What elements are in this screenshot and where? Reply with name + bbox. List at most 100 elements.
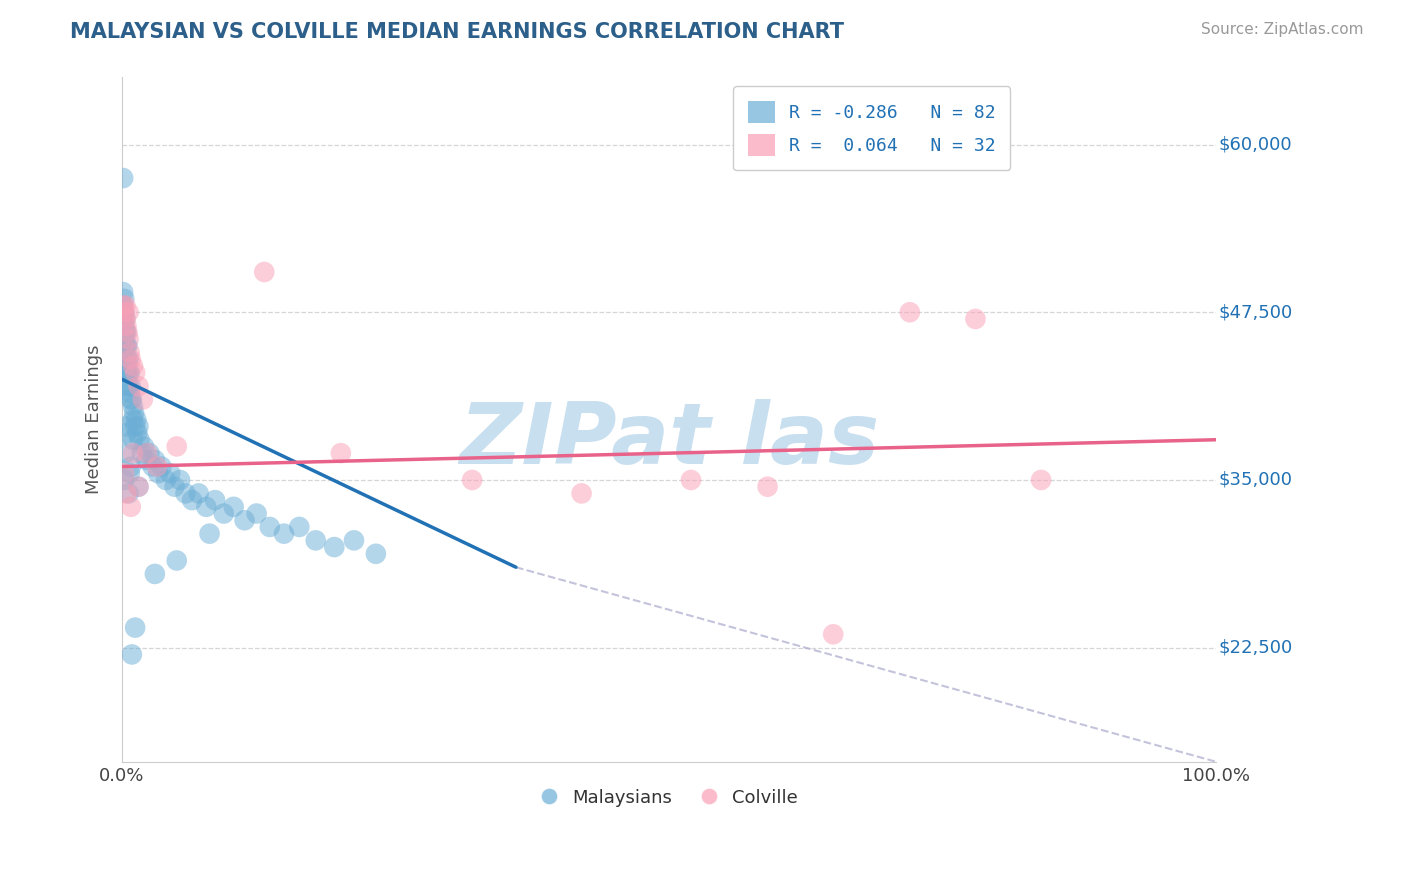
Point: [127, 419, 149, 434]
Point: [195, 500, 218, 514]
Legend: Malaysians, Colville: Malaysians, Colville: [533, 781, 806, 814]
Point: [115, 318, 138, 333]
Point: [112, 332, 135, 346]
Point: [120, 379, 142, 393]
Point: [114, 312, 136, 326]
Point: [112, 299, 135, 313]
Point: [112, 318, 135, 333]
Point: [259, 520, 281, 534]
Point: [142, 459, 165, 474]
Point: [138, 446, 160, 460]
Point: [117, 352, 139, 367]
Point: [117, 332, 139, 346]
Point: [124, 621, 146, 635]
Point: [122, 433, 145, 447]
Point: [127, 480, 149, 494]
Point: [679, 473, 702, 487]
Point: [112, 312, 135, 326]
Point: [117, 305, 139, 319]
Point: [112, 473, 135, 487]
Point: [125, 412, 148, 426]
Point: [146, 459, 169, 474]
Point: [461, 473, 484, 487]
Point: [122, 406, 145, 420]
Point: [898, 305, 921, 319]
Point: [166, 439, 188, 453]
Point: [343, 533, 366, 548]
Point: [122, 399, 145, 413]
Point: [273, 526, 295, 541]
Point: [121, 392, 143, 407]
Point: [112, 299, 135, 313]
Point: [174, 486, 197, 500]
Point: [118, 467, 141, 481]
Point: [112, 305, 135, 319]
Text: Source: ZipAtlas.com: Source: ZipAtlas.com: [1201, 22, 1364, 37]
Point: [136, 446, 159, 460]
Point: [115, 326, 138, 340]
Text: MALAYSIAN VS COLVILLE MEDIAN EARNINGS CORRELATION CHART: MALAYSIAN VS COLVILLE MEDIAN EARNINGS CO…: [70, 22, 844, 42]
Point: [115, 425, 138, 440]
Point: [212, 507, 235, 521]
Point: [132, 439, 155, 453]
Point: [155, 473, 177, 487]
Point: [132, 392, 155, 407]
Point: [198, 526, 221, 541]
Point: [122, 412, 145, 426]
Point: [117, 379, 139, 393]
Point: [118, 345, 141, 359]
Point: [143, 453, 166, 467]
Text: $47,500: $47,500: [1219, 303, 1292, 321]
Point: [127, 425, 149, 440]
Point: [159, 467, 181, 481]
Point: [246, 507, 269, 521]
Point: [120, 459, 142, 474]
Point: [135, 453, 157, 467]
Point: [127, 379, 149, 393]
Point: [117, 486, 139, 500]
Point: [112, 345, 135, 359]
Point: [181, 493, 204, 508]
Point: [233, 513, 256, 527]
Point: [323, 540, 346, 554]
Point: [253, 265, 276, 279]
Point: [114, 326, 136, 340]
Point: [204, 493, 226, 508]
Point: [305, 533, 328, 548]
Point: [329, 446, 352, 460]
Point: [112, 292, 135, 306]
Point: [118, 385, 141, 400]
Point: [117, 366, 139, 380]
Text: $35,000: $35,000: [1219, 471, 1292, 489]
Point: [118, 366, 141, 380]
Point: [131, 446, 153, 460]
Point: [117, 339, 139, 353]
Point: [117, 352, 139, 367]
Point: [120, 392, 142, 407]
Point: [150, 459, 173, 474]
Point: [115, 339, 138, 353]
Point: [166, 553, 188, 567]
Point: [1029, 473, 1052, 487]
Point: [114, 352, 136, 367]
Point: [122, 446, 145, 460]
Point: [117, 379, 139, 393]
Point: [114, 339, 136, 353]
Y-axis label: Median Earnings: Median Earnings: [86, 345, 103, 494]
Point: [112, 305, 135, 319]
Point: [127, 480, 149, 494]
Point: [163, 480, 186, 494]
Point: [117, 326, 139, 340]
Point: [756, 480, 779, 494]
Text: ZIPat las: ZIPat las: [458, 399, 879, 482]
Point: [222, 500, 245, 514]
Point: [169, 473, 191, 487]
Point: [823, 627, 845, 641]
Point: [112, 171, 135, 186]
Point: [364, 547, 387, 561]
Point: [114, 299, 136, 313]
Point: [143, 566, 166, 581]
Point: [121, 648, 143, 662]
Point: [114, 366, 136, 380]
Point: [120, 500, 142, 514]
